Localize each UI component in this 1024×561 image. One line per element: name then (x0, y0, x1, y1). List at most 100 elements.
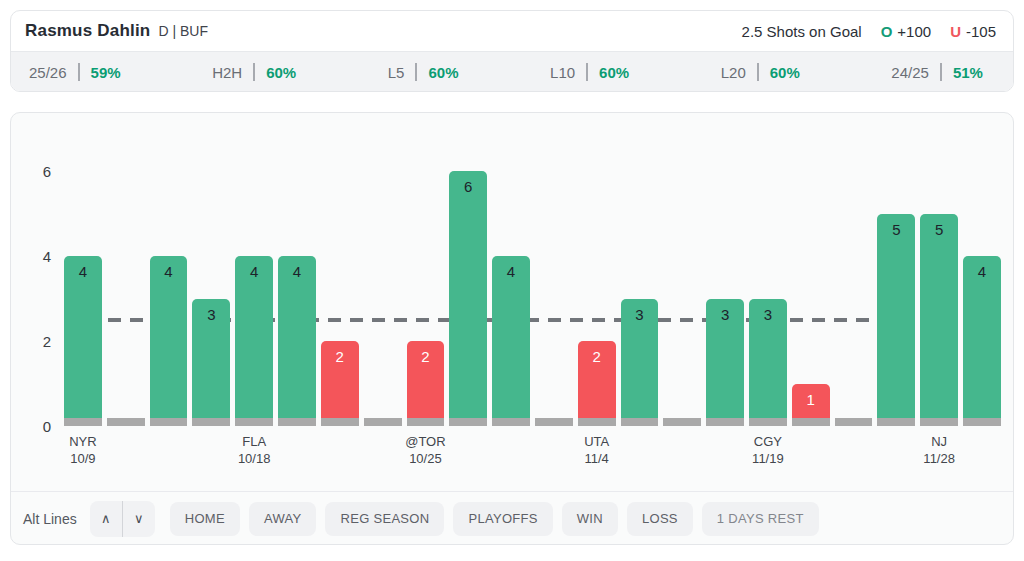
shots-value-label: 2 (321, 348, 359, 365)
shots-value-label: 2 (578, 348, 616, 365)
shots-bar[interactable]: 5 (877, 214, 915, 427)
game-slot[interactable]: 2 (321, 113, 359, 426)
opponent-label: UTA (584, 433, 609, 450)
split-stats-row: 25/2659%H2H60%L560%L1060%L2060%24/2551% (11, 51, 1013, 92)
shots-bar[interactable]: 6 (449, 171, 487, 426)
stat-divider (940, 63, 942, 81)
stat-value: 60% (266, 64, 296, 81)
shots-value-label: 2 (407, 348, 445, 365)
bar-base-stub (407, 418, 445, 426)
x-axis-label: NYR10/9 (69, 433, 96, 467)
stat-divider (253, 63, 255, 81)
shots-bar[interactable]: 3 (749, 299, 787, 427)
y-tick-label: 4 (11, 248, 51, 265)
game-slot[interactable]: 2UTA11/4 (578, 113, 616, 426)
x-axis-label: NJ11/28 (923, 433, 955, 467)
bar-chart: 0246 4NYR10/9434FLA10/18422@TOR10/25642U… (11, 113, 1013, 491)
alt-line-down-button[interactable]: ∨ (123, 501, 155, 537)
game-slot[interactable]: 4 (492, 113, 530, 426)
stat-value: 51% (953, 64, 983, 81)
bar-base-stub (920, 418, 958, 426)
shots-bar[interactable]: 2 (321, 341, 359, 426)
filter-chip-loss[interactable]: LOSS (627, 502, 693, 536)
bar-base-stub (192, 418, 230, 426)
bar-base-stub (963, 418, 1001, 426)
opponent-label: @TOR (405, 433, 445, 450)
game-slot[interactable] (107, 113, 145, 426)
game-slot[interactable]: 5NJ11/28 (920, 113, 958, 426)
shots-bar[interactable]: 4 (235, 256, 273, 426)
game-slot[interactable] (364, 113, 402, 426)
shots-bar[interactable]: 4 (64, 256, 102, 426)
game-slot[interactable] (535, 113, 573, 426)
shots-value-label: 4 (150, 263, 188, 280)
shots-bar[interactable]: 4 (278, 256, 316, 426)
x-axis-label: UTA11/4 (584, 433, 609, 467)
shots-bar[interactable]: 5 (920, 214, 958, 427)
alt-lines-label: Alt Lines (23, 511, 77, 527)
stat-divider (415, 63, 417, 81)
game-slot[interactable]: 6 (449, 113, 487, 426)
game-slot[interactable] (835, 113, 873, 426)
game-slot[interactable]: 4FLA10/18 (235, 113, 273, 426)
over-icon: O (881, 23, 893, 40)
shots-bar[interactable]: 4 (150, 256, 188, 426)
filter-chips: HOME AWAYREG SEASON PLAYOFFS WIN LOSS 1 DAYS … (170, 502, 819, 536)
game-slot[interactable]: 3CGY11/19 (749, 113, 787, 426)
game-slot[interactable]: 3 (192, 113, 230, 426)
shots-chart-card: 0246 4NYR10/9434FLA10/18422@TOR10/25642U… (10, 112, 1014, 545)
shots-bar[interactable]: 3 (192, 299, 230, 427)
bar-base-stub (792, 418, 830, 426)
y-tick-label: 2 (11, 333, 51, 350)
stat-divider (586, 63, 588, 81)
stat-l20: L2060% (721, 63, 800, 81)
bar-base-stub (278, 418, 316, 426)
game-slot[interactable]: 3 (706, 113, 744, 426)
stat-value: 60% (599, 64, 629, 81)
game-slot[interactable]: 4NYR10/9 (64, 113, 102, 426)
stat-h2h: H2H60% (212, 63, 296, 81)
filter-chip-away[interactable]: AWAY (249, 502, 317, 536)
stat-label: 25/26 (29, 64, 67, 81)
no-data-stub (107, 418, 145, 426)
game-slot[interactable]: 5 (877, 113, 915, 426)
filter-chip-playoffs[interactable]: PLAYOFFS (453, 502, 552, 536)
alt-line-up-button[interactable]: ∧ (90, 501, 122, 537)
game-slot[interactable]: 4 (963, 113, 1001, 426)
shots-value-label: 3 (192, 306, 230, 323)
shots-bar[interactable]: 3 (621, 299, 659, 427)
chevron-down-icon: ∨ (134, 511, 144, 526)
game-slot[interactable] (663, 113, 701, 426)
title-row: Rasmus Dahlin D | BUF 2.5 Shots on Goal … (11, 11, 1013, 51)
shots-value-label: 3 (621, 306, 659, 323)
filter-chip-home[interactable]: HOME (170, 502, 240, 536)
bar-base-stub (578, 418, 616, 426)
opponent-label: FLA (238, 433, 271, 450)
game-slot[interactable]: 4 (150, 113, 188, 426)
shots-value-label: 4 (963, 263, 1001, 280)
shots-bar[interactable]: 4 (963, 256, 1001, 426)
filter-chip-1-days-rest[interactable]: 1 DAYS REST (702, 502, 819, 536)
under-odds-button[interactable]: U -105 (950, 23, 996, 40)
game-slot[interactable]: 3 (621, 113, 659, 426)
shots-bar[interactable]: 2 (578, 341, 616, 426)
date-label: 11/4 (584, 450, 609, 467)
shots-bar[interactable]: 2 (407, 341, 445, 426)
over-odds-button[interactable]: O +100 (881, 23, 931, 40)
no-data-stub (663, 418, 701, 426)
stat-l10: L1060% (550, 63, 629, 81)
opponent-label: NJ (923, 433, 955, 450)
shots-bar[interactable]: 3 (706, 299, 744, 427)
stat-24-25: 24/2551% (891, 63, 983, 81)
shots-bar[interactable]: 4 (492, 256, 530, 426)
game-slot[interactable]: 4 (278, 113, 316, 426)
bar-base-stub (235, 418, 273, 426)
alt-line-stepper: ∧ ∨ (90, 501, 155, 537)
filter-chip-win[interactable]: WIN (562, 502, 618, 536)
bar-base-stub (321, 418, 359, 426)
game-slot[interactable]: 2@TOR10/25 (407, 113, 445, 426)
game-slot[interactable]: 1 (792, 113, 830, 426)
over-odds-value: +100 (897, 23, 931, 40)
filter-chip-reg-season[interactable]: REG SEASON (325, 502, 444, 536)
shots-value-label: 4 (64, 263, 102, 280)
